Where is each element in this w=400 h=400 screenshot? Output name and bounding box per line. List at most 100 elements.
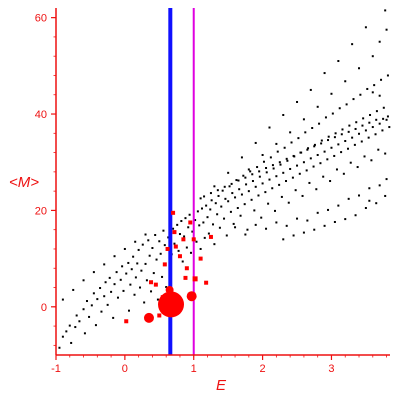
data-point bbox=[290, 141, 293, 144]
data-point bbox=[184, 217, 187, 220]
data-point bbox=[327, 139, 330, 142]
data-point bbox=[386, 74, 389, 77]
data-point bbox=[232, 222, 235, 225]
data-point bbox=[230, 182, 233, 185]
highlight-point bbox=[172, 230, 177, 235]
data-point bbox=[375, 118, 378, 121]
data-point bbox=[148, 254, 151, 257]
data-point bbox=[104, 281, 107, 284]
data-point bbox=[264, 191, 267, 194]
data-point bbox=[347, 197, 350, 200]
data-point bbox=[244, 176, 247, 179]
data-point bbox=[247, 190, 250, 193]
data-point bbox=[74, 326, 77, 329]
data-point bbox=[316, 211, 319, 214]
data-point bbox=[344, 218, 347, 221]
data-point bbox=[338, 107, 341, 110]
data-point bbox=[368, 199, 371, 202]
data-point bbox=[228, 185, 231, 188]
x-tick-label: 3 bbox=[328, 363, 334, 375]
data-point bbox=[237, 179, 240, 182]
data-point bbox=[280, 195, 283, 198]
data-point bbox=[167, 236, 170, 239]
data-point bbox=[187, 226, 190, 229]
data-point bbox=[145, 279, 148, 282]
data-point bbox=[307, 147, 310, 150]
y-tick-label: 60 bbox=[35, 13, 47, 25]
data-point bbox=[294, 189, 297, 192]
data-point bbox=[375, 202, 378, 205]
data-point bbox=[324, 116, 327, 119]
data-point bbox=[380, 78, 383, 81]
data-point bbox=[344, 140, 347, 143]
data-point bbox=[213, 185, 216, 188]
highlight-point bbox=[153, 282, 158, 287]
data-point bbox=[302, 231, 305, 234]
data-point bbox=[268, 178, 271, 181]
data-point bbox=[236, 207, 239, 210]
highlight-point bbox=[204, 280, 209, 285]
data-point bbox=[275, 221, 278, 224]
data-point bbox=[256, 166, 259, 169]
data-point bbox=[388, 126, 391, 129]
data-point bbox=[311, 127, 314, 130]
data-point bbox=[301, 194, 304, 197]
data-point bbox=[108, 276, 111, 279]
data-point bbox=[337, 204, 340, 207]
data-point bbox=[247, 168, 250, 171]
data-point bbox=[61, 298, 64, 301]
data-point bbox=[178, 233, 181, 236]
data-point bbox=[373, 84, 376, 87]
data-point bbox=[188, 213, 191, 216]
highlight-point bbox=[165, 285, 174, 294]
highlight-point bbox=[208, 234, 213, 239]
data-point bbox=[385, 118, 388, 121]
data-point bbox=[333, 220, 336, 223]
data-point bbox=[371, 126, 374, 129]
data-point bbox=[144, 262, 147, 265]
data-point bbox=[278, 161, 281, 164]
data-point bbox=[363, 155, 366, 158]
data-point bbox=[122, 289, 125, 292]
data-point bbox=[358, 194, 361, 197]
data-point bbox=[183, 235, 186, 238]
data-point bbox=[265, 227, 268, 230]
data-point bbox=[381, 129, 384, 132]
data-point bbox=[223, 217, 226, 220]
data-point bbox=[244, 233, 247, 236]
data-point bbox=[330, 92, 333, 95]
data-point bbox=[330, 146, 333, 149]
data-point bbox=[139, 286, 142, 289]
highlight-point bbox=[160, 295, 165, 300]
data-point bbox=[296, 164, 299, 167]
data-point bbox=[127, 261, 130, 264]
data-point bbox=[141, 243, 144, 246]
data-point bbox=[218, 226, 221, 229]
data-point bbox=[70, 341, 73, 344]
data-point bbox=[367, 136, 370, 139]
data-point bbox=[249, 170, 252, 173]
data-point bbox=[378, 94, 381, 97]
data-point bbox=[134, 276, 137, 279]
data-point bbox=[341, 128, 344, 131]
data-point bbox=[368, 187, 371, 190]
data-point bbox=[327, 135, 330, 138]
data-point bbox=[119, 278, 122, 281]
data-point bbox=[194, 219, 197, 222]
data-point bbox=[262, 160, 265, 163]
data-point bbox=[322, 175, 325, 178]
data-point bbox=[366, 87, 369, 90]
data-point bbox=[212, 223, 215, 226]
data-point bbox=[347, 130, 350, 133]
data-point bbox=[285, 180, 288, 183]
data-point bbox=[231, 192, 234, 195]
axes: -1 0 1 2 3 0 20 40 60 bbox=[35, 8, 390, 375]
data-point bbox=[285, 224, 288, 227]
data-point bbox=[83, 332, 86, 335]
y-tick-label: 40 bbox=[35, 109, 47, 121]
data-point bbox=[205, 204, 208, 207]
highlight-point bbox=[165, 246, 170, 251]
data-point bbox=[344, 80, 347, 83]
data-point bbox=[239, 214, 242, 217]
